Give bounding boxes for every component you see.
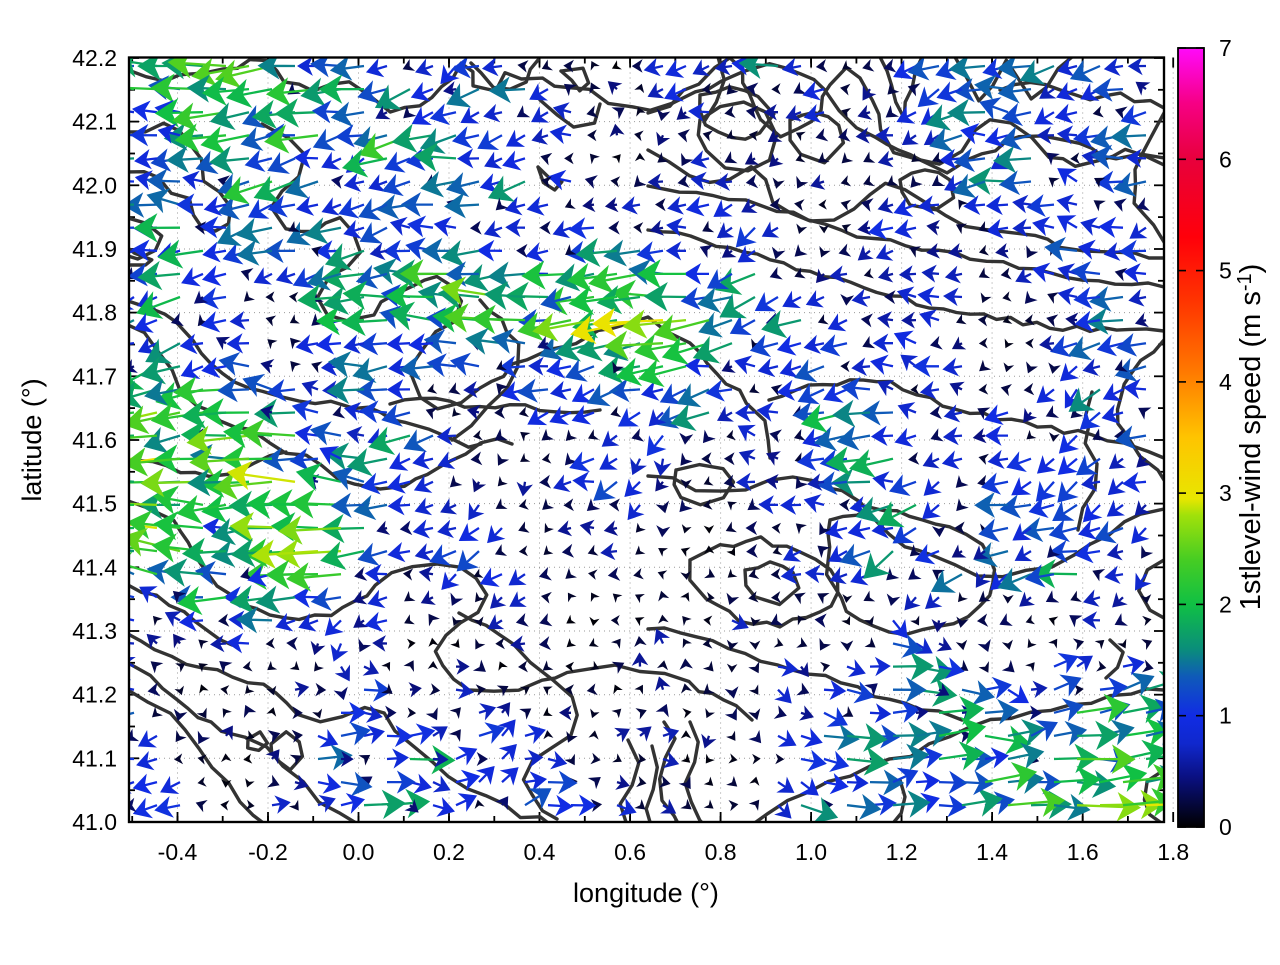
svg-text:-0.4: -0.4: [158, 839, 198, 865]
svg-text:6: 6: [1219, 146, 1232, 172]
svg-text:1.2: 1.2: [886, 839, 918, 865]
svg-text:41.0: 41.0: [72, 809, 117, 835]
svg-text:0: 0: [1219, 814, 1232, 840]
svg-text:0.8: 0.8: [705, 839, 737, 865]
svg-text:42.0: 42.0: [72, 172, 117, 198]
svg-text:41.8: 41.8: [72, 300, 117, 326]
svg-text:1.0: 1.0: [795, 839, 827, 865]
svg-text:42.1: 42.1: [72, 109, 117, 135]
svg-text:0.0: 0.0: [343, 839, 375, 865]
svg-text:1.6: 1.6: [1067, 839, 1099, 865]
svg-text:1.4: 1.4: [976, 839, 1008, 865]
svg-text:41.9: 41.9: [72, 236, 117, 262]
svg-text:41.5: 41.5: [72, 491, 117, 517]
svg-text:42.2: 42.2: [72, 45, 117, 71]
svg-text:0.4: 0.4: [524, 839, 556, 865]
svg-text:0.6: 0.6: [614, 839, 646, 865]
svg-text:2: 2: [1219, 591, 1232, 617]
svg-text:latitude (°): latitude (°): [17, 378, 47, 501]
svg-text:1: 1: [1219, 703, 1232, 729]
svg-text:41.4: 41.4: [72, 554, 117, 580]
svg-text:41.7: 41.7: [72, 363, 117, 389]
svg-text:7: 7: [1219, 35, 1232, 61]
svg-text:41.3: 41.3: [72, 618, 117, 644]
svg-text:4: 4: [1219, 369, 1232, 395]
svg-text:3: 3: [1219, 480, 1232, 506]
svg-text:longitude (°): longitude (°): [573, 878, 719, 908]
svg-text:1.8: 1.8: [1157, 839, 1189, 865]
svg-text:5: 5: [1219, 258, 1232, 284]
svg-text:1stlevel-wind speed (m s-1): 1stlevel-wind speed (m s-1): [1234, 264, 1267, 611]
svg-text:41.1: 41.1: [72, 745, 117, 771]
svg-text:-0.2: -0.2: [248, 839, 288, 865]
svg-text:0.2: 0.2: [433, 839, 465, 865]
svg-text:41.2: 41.2: [72, 682, 117, 708]
svg-text:41.6: 41.6: [72, 427, 117, 453]
